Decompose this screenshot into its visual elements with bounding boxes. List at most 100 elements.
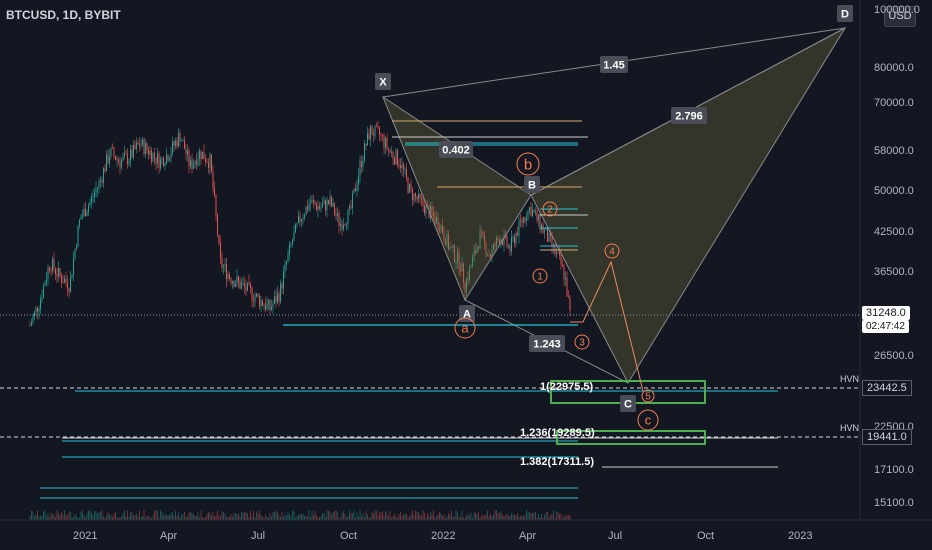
candle-body xyxy=(301,219,302,222)
volume-bar xyxy=(217,510,218,520)
candle-body xyxy=(559,252,560,256)
candle-body xyxy=(376,125,377,127)
volume-bar xyxy=(46,516,47,520)
elliott-wave-label[interactable]: c xyxy=(637,409,659,431)
harmonic-point-b[interactable]: B xyxy=(524,176,540,193)
candle-body xyxy=(223,266,224,268)
candle-body xyxy=(202,151,203,159)
candle-body xyxy=(263,305,265,307)
volume-bar xyxy=(197,512,199,520)
volume-bar xyxy=(289,514,290,520)
volume-bar xyxy=(343,510,344,520)
time-axis-label: 2023 xyxy=(788,530,813,542)
volume-bar xyxy=(464,517,466,520)
volume-bar xyxy=(556,511,557,520)
candle-body xyxy=(118,159,119,162)
candle-body xyxy=(146,143,148,150)
elliott-wave-label[interactable]: 2 xyxy=(542,201,558,217)
elliott-wave-label[interactable]: 3 xyxy=(574,334,590,350)
annotation-labels[interactable]: X A B C D 1.45 2.796 0.402 1.243 a b c 1 2 3 4 5 1(22975.… xyxy=(375,5,853,468)
volume-bar xyxy=(95,511,97,520)
candle-body xyxy=(206,161,208,163)
volume-bar xyxy=(395,516,397,520)
countdown-tag: 02:47:42 xyxy=(862,320,909,333)
volume-bar xyxy=(143,510,145,520)
candle-body xyxy=(169,158,170,161)
volume-bar xyxy=(403,514,404,520)
candle-body xyxy=(233,281,235,287)
candle-body xyxy=(544,230,545,233)
candle-body xyxy=(305,206,307,216)
elliott-wave-label[interactable]: 4 xyxy=(604,243,620,259)
harmonic-point-c[interactable]: C xyxy=(620,395,636,412)
volume-bar xyxy=(449,515,451,520)
candle-body xyxy=(425,205,427,214)
elliott-wave-label[interactable]: a xyxy=(454,317,476,339)
candle-body xyxy=(325,200,326,211)
price-axis-label: 50000.0 xyxy=(874,185,914,197)
volume-bar xyxy=(76,515,77,520)
harmonic-ratio-label[interactable]: 1.243 xyxy=(529,335,565,352)
candle-body xyxy=(77,225,79,247)
volume-bar xyxy=(469,515,470,520)
volume-bar xyxy=(91,512,92,520)
volume-bar xyxy=(262,516,263,520)
volume-bar xyxy=(73,516,74,520)
volume-bar xyxy=(401,516,403,520)
candle-body xyxy=(44,282,46,286)
currency-button[interactable]: USD xyxy=(884,6,916,27)
volume-bar xyxy=(407,517,409,520)
candle-body xyxy=(497,237,499,241)
elliott-wave-label[interactable]: 5 xyxy=(641,389,655,403)
candle-body xyxy=(538,214,539,221)
volume-bar xyxy=(490,514,491,520)
harmonic-point-a[interactable]: A xyxy=(459,305,475,322)
candle-body xyxy=(92,196,94,198)
svg-text:2: 2 xyxy=(547,205,553,216)
candle-body xyxy=(377,126,379,128)
volume-bar xyxy=(473,512,475,520)
candle-body xyxy=(196,161,197,166)
harmonic-triangle-xab[interactable] xyxy=(381,95,532,302)
candle-body xyxy=(293,232,295,242)
candle-body xyxy=(349,206,350,210)
volume-bar xyxy=(394,513,395,520)
time-axis-label: Apr xyxy=(160,530,178,542)
svg-text:1.243: 1.243 xyxy=(533,339,561,351)
elliott-wave-label[interactable]: b xyxy=(516,152,540,176)
volume-bar xyxy=(53,514,55,520)
candle-body xyxy=(463,263,464,283)
volume-bar xyxy=(166,515,167,520)
harmonic-ratio-label[interactable]: 1.45 xyxy=(600,56,628,73)
elliott-wave-label[interactable]: 1 xyxy=(532,268,548,284)
volume-bar xyxy=(446,516,448,520)
volume-bar xyxy=(94,510,95,520)
volume-bar xyxy=(499,512,500,520)
candle-body xyxy=(94,193,95,197)
harmonic-triangle-bcd[interactable] xyxy=(530,26,847,385)
harmonic-point-d[interactable]: D xyxy=(837,5,853,22)
volume-bar xyxy=(146,515,148,520)
candle-body xyxy=(356,185,358,192)
volume-bar xyxy=(232,516,233,520)
volume-bar xyxy=(173,515,175,520)
elliott-projection-path[interactable] xyxy=(570,260,644,392)
candle-body xyxy=(209,154,211,168)
drawing-layer[interactable] xyxy=(40,26,847,499)
volume-bar xyxy=(278,515,280,520)
volume-bar xyxy=(557,512,559,520)
candle-body xyxy=(515,233,517,244)
candle-body xyxy=(148,149,149,155)
harmonic-ratio-label[interactable]: 2.796 xyxy=(671,107,707,124)
volume-bar xyxy=(463,517,464,520)
candle-body xyxy=(335,214,337,216)
harmonic-point-x[interactable]: X xyxy=(375,73,391,90)
candle-body xyxy=(221,257,223,268)
harmonic-ratio-label[interactable]: 0.402 xyxy=(439,141,473,158)
volume-bar xyxy=(544,515,545,520)
candle-body xyxy=(235,283,236,287)
volume-bar xyxy=(149,517,151,520)
volume-bar xyxy=(43,511,44,520)
candle-body xyxy=(491,249,493,258)
